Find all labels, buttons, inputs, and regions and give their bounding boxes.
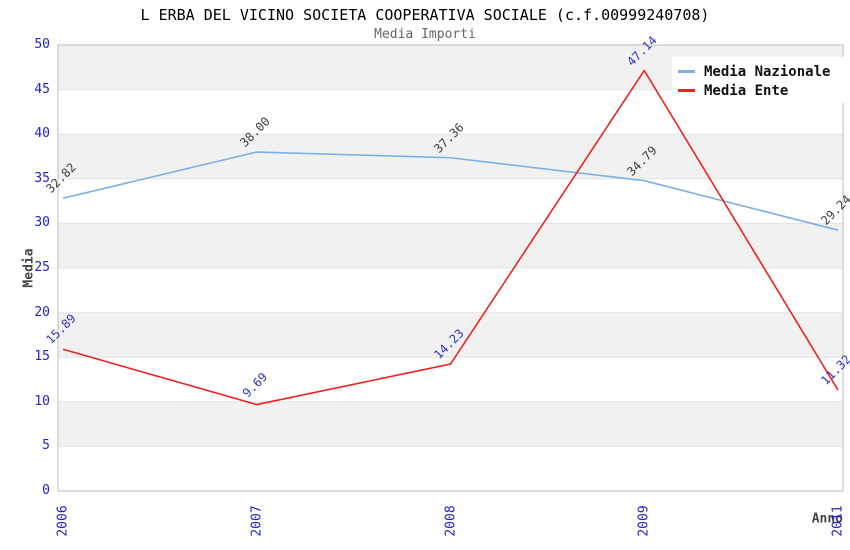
plot-band <box>58 401 843 447</box>
x-tick-label: 2007 <box>249 505 265 537</box>
y-tick-label: 35 <box>34 170 50 186</box>
y-tick-label: 30 <box>34 215 50 231</box>
x-tick-label: 2006 <box>55 505 71 537</box>
legend-item: Media Nazionale <box>678 62 845 81</box>
plot-band <box>58 312 843 358</box>
plot-border <box>57 44 844 492</box>
legend-swatch-media-nazionale <box>678 70 695 73</box>
chart-title: L ERBA DEL VICINO SOCIETA COOPERATIVA SO… <box>140 6 710 24</box>
y-tick-label: 5 <box>42 438 50 454</box>
y-tick-label: 0 <box>42 483 50 498</box>
legend-label: Media Ente <box>704 82 789 99</box>
legend-item: Media Ente <box>678 81 845 100</box>
legend: Media Nazionale Media Ente <box>672 57 845 103</box>
legend-label: Media Nazionale <box>704 63 831 80</box>
series-line-media-nazionale <box>62 151 839 231</box>
chart-subtitle: Media Importi <box>374 27 476 42</box>
legend-swatch-media-ente <box>678 89 695 92</box>
series-line-media-ente <box>62 69 839 406</box>
y-tick-label: 45 <box>34 81 50 97</box>
plot-band <box>58 223 843 268</box>
y-tick-label: 15 <box>34 349 50 365</box>
y-tick-label: 40 <box>34 126 50 142</box>
y-tick-label: 20 <box>34 304 50 320</box>
x-axis-title: Anno <box>811 511 843 527</box>
x-tick-label: 2009 <box>636 505 652 537</box>
y-tick-label: 50 <box>34 37 50 52</box>
y-tick-label: 25 <box>34 260 50 275</box>
x-tick-label: 2008 <box>443 505 458 537</box>
plot-band <box>58 134 843 179</box>
y-tick-label: 10 <box>34 393 50 409</box>
x-tick-label: 2011 <box>830 505 846 537</box>
